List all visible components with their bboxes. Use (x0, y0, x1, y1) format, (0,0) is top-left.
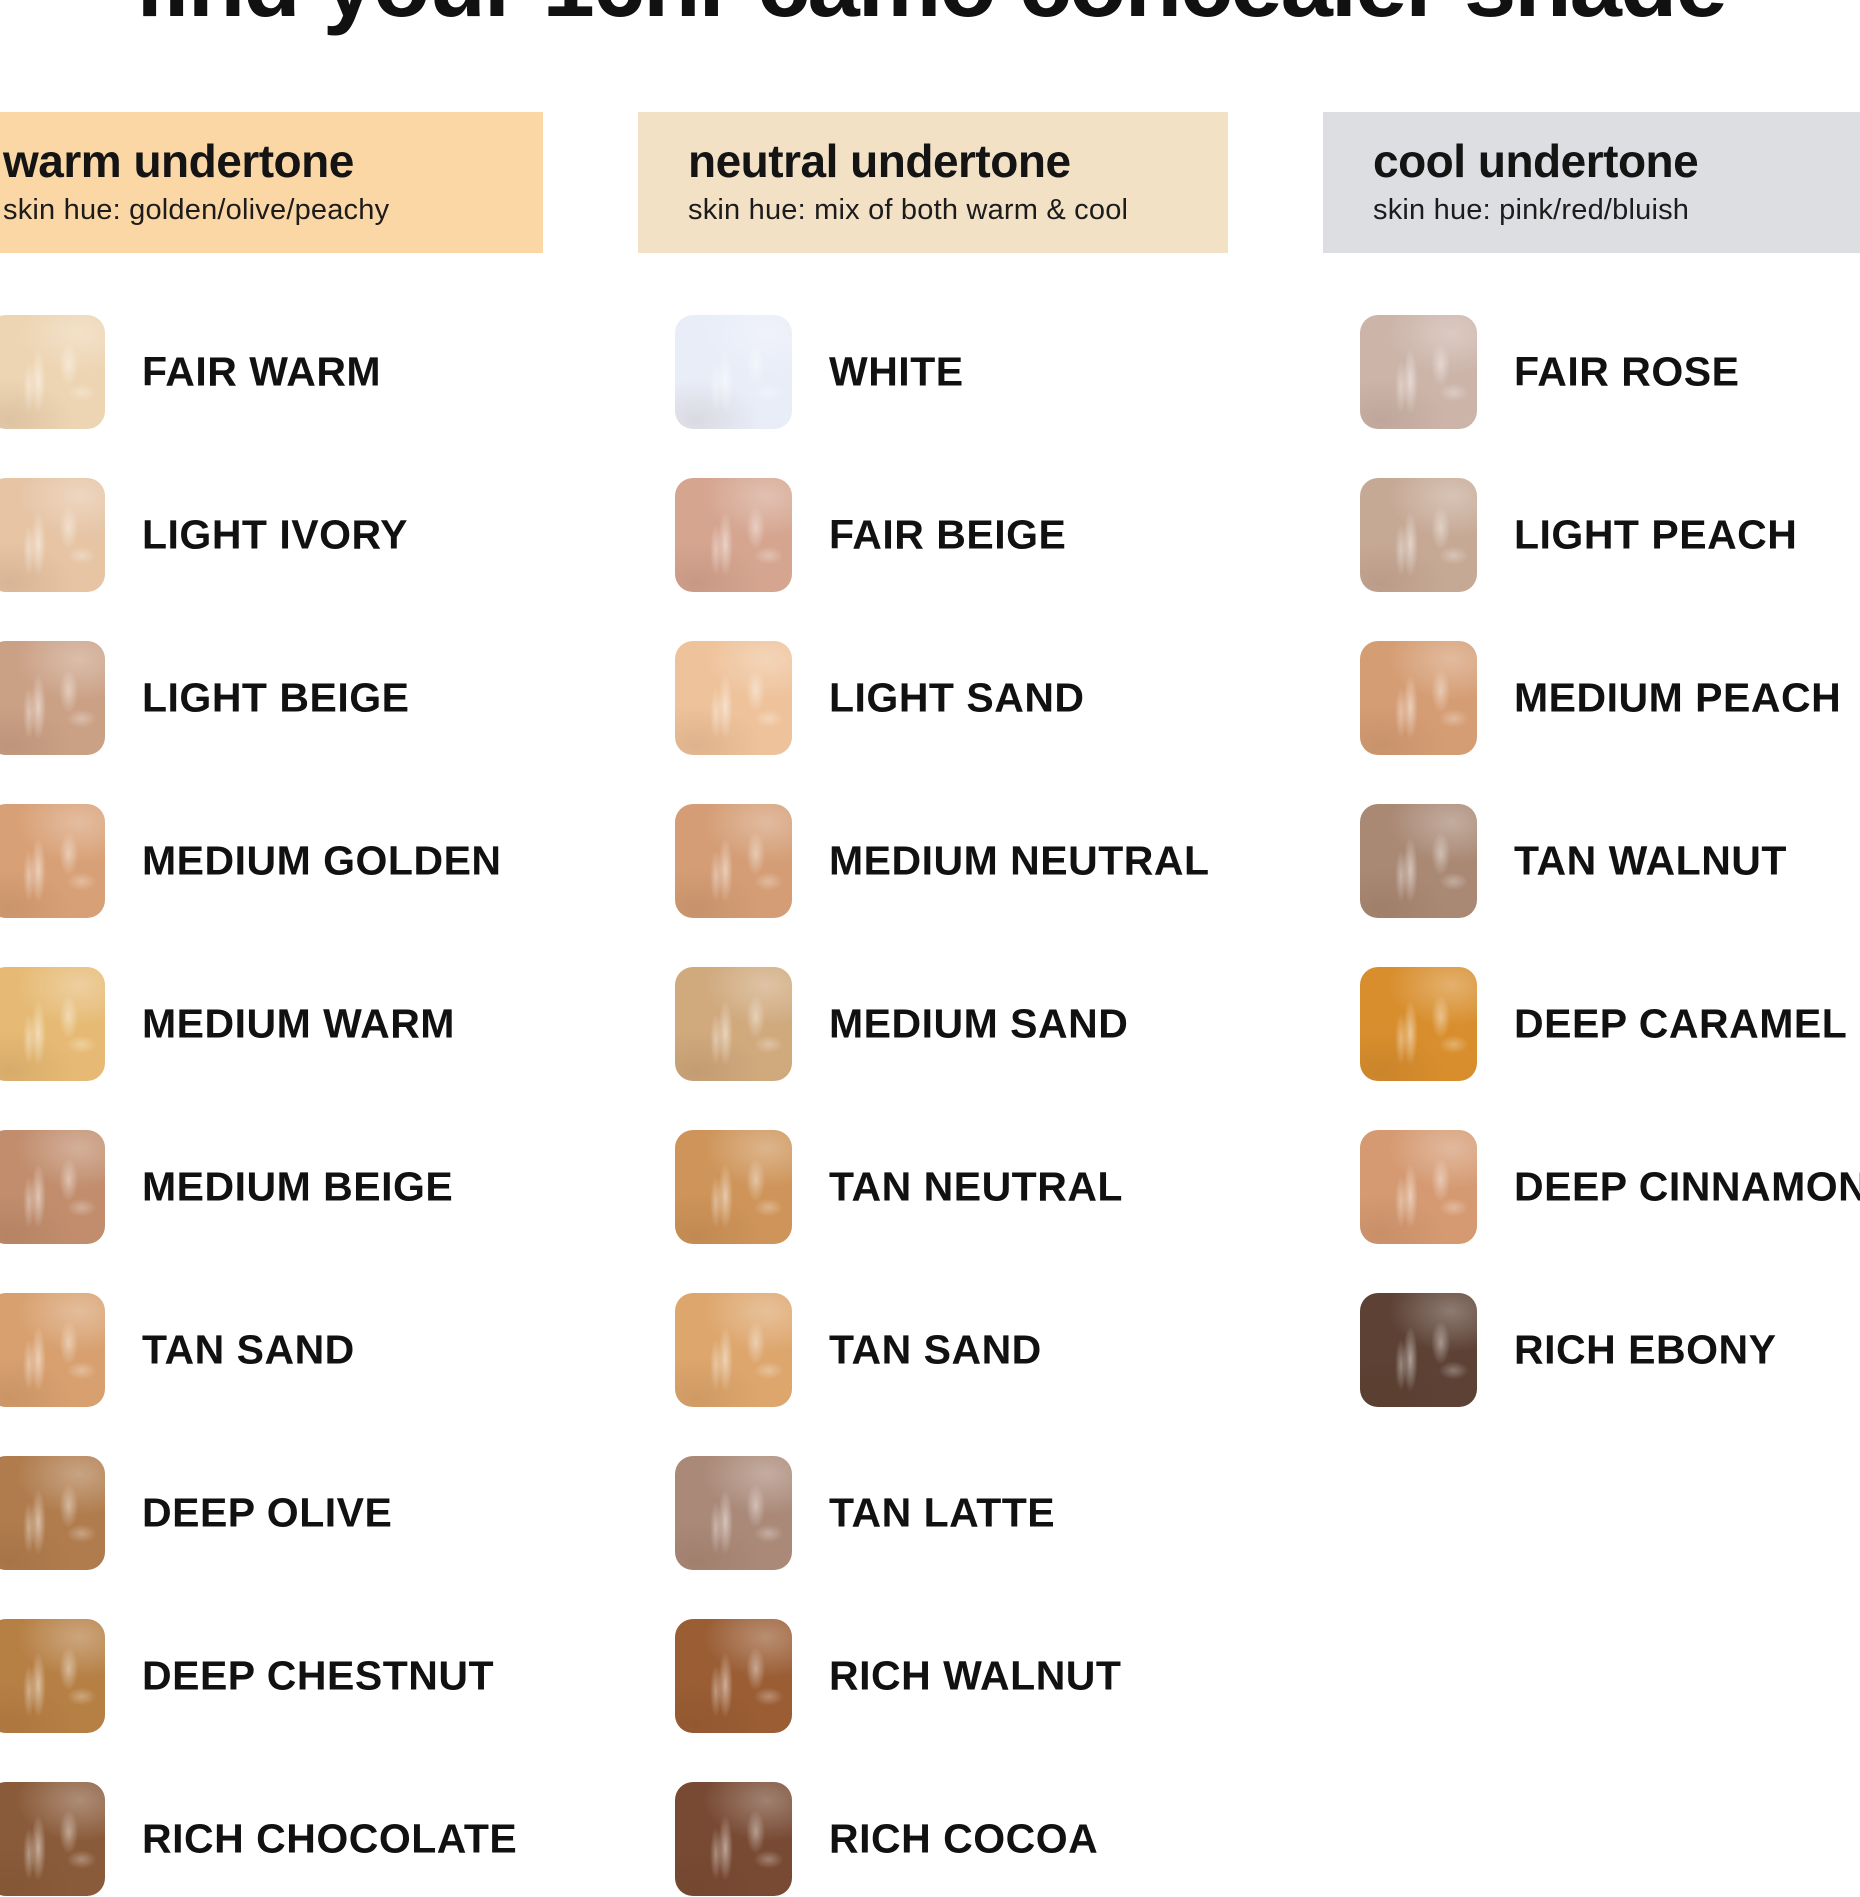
neutral-undertone-title: neutral undertone (688, 135, 1071, 187)
shade-label: TAN SAND (142, 1326, 355, 1373)
shade-swatch (0, 1456, 105, 1570)
shade-swatch (1360, 1130, 1477, 1244)
warm-undertone-header: warm undertone skin hue: golden/olive/pe… (0, 112, 543, 253)
cool-undertone-header: cool undertone skin hue: pink/red/bluish (1323, 112, 1860, 253)
warm-undertone-title: warm undertone (3, 135, 354, 187)
shade-swatch (1360, 315, 1477, 429)
shade-label: RICH COCOA (829, 1815, 1099, 1862)
warm-undertone-subtitle: skin hue: golden/olive/peachy (3, 193, 390, 226)
shade-label: MEDIUM WARM (142, 1000, 455, 1047)
shade-swatch (1360, 641, 1477, 755)
shade-swatch (1360, 967, 1477, 1081)
shade-label: LIGHT BEIGE (142, 674, 410, 721)
shade-label: MEDIUM NEUTRAL (829, 837, 1210, 884)
shade-swatch (0, 1619, 105, 1733)
shade-label: RICH CHOCOLATE (142, 1815, 518, 1862)
shade-label: LIGHT IVORY (142, 511, 408, 558)
shade-label: LIGHT SAND (829, 674, 1085, 721)
neutral-undertone-subtitle: skin hue: mix of both warm & cool (688, 193, 1129, 226)
shade-label: FAIR ROSE (1514, 348, 1740, 395)
shade-swatch (0, 478, 105, 592)
cool-undertone-title: cool undertone (1373, 135, 1699, 187)
shade-swatch (0, 1293, 105, 1407)
shade-swatch (0, 804, 105, 918)
shade-label: RICH EBONY (1514, 1326, 1777, 1373)
shade-label: LIGHT PEACH (1514, 511, 1798, 558)
shade-swatch (1360, 1293, 1477, 1407)
shade-swatch (675, 315, 792, 429)
shade-swatch (675, 967, 792, 1081)
shade-label: DEEP CARAMEL (1514, 1000, 1848, 1047)
shade-swatch (675, 478, 792, 592)
shade-swatch (675, 1456, 792, 1570)
shade-label: MEDIUM GOLDEN (142, 837, 502, 884)
shade-label: RICH WALNUT (829, 1652, 1122, 1699)
shade-label: WHITE (829, 348, 964, 395)
page-title: find your 16hr camo concealer shade (134, 0, 1727, 31)
shade-swatch (675, 1782, 792, 1896)
shade-swatch (675, 1619, 792, 1733)
shade-label: FAIR WARM (142, 348, 382, 395)
shade-label: DEEP OLIVE (142, 1489, 393, 1536)
shade-label: TAN NEUTRAL (829, 1163, 1123, 1210)
shade-swatch (0, 1782, 105, 1896)
shade-swatch (675, 1293, 792, 1407)
shade-swatch (675, 641, 792, 755)
shade-swatch (0, 641, 105, 755)
shade-label: MEDIUM SAND (829, 1000, 1129, 1047)
shade-label: TAN WALNUT (1514, 837, 1787, 884)
shade-label: DEEP CHESTNUT (142, 1652, 495, 1699)
shade-swatch (0, 1130, 105, 1244)
shade-label: DEEP CINNAMON (1514, 1163, 1860, 1210)
shade-swatch (675, 804, 792, 918)
cool-undertone-subtitle: skin hue: pink/red/bluish (1373, 193, 1690, 226)
shade-label: MEDIUM PEACH (1514, 674, 1842, 721)
shade-swatch (1360, 478, 1477, 592)
neutral-undertone-header: neutral undertone skin hue: mix of both … (638, 112, 1228, 253)
shade-swatch (675, 1130, 792, 1244)
shade-label: TAN SAND (829, 1326, 1042, 1373)
shade-label: TAN LATTE (829, 1489, 1056, 1536)
shade-swatch (1360, 804, 1477, 918)
shade-swatch (0, 967, 105, 1081)
shade-label: FAIR BEIGE (829, 511, 1067, 558)
shade-swatch (0, 315, 105, 429)
shade-label: MEDIUM BEIGE (142, 1163, 454, 1210)
